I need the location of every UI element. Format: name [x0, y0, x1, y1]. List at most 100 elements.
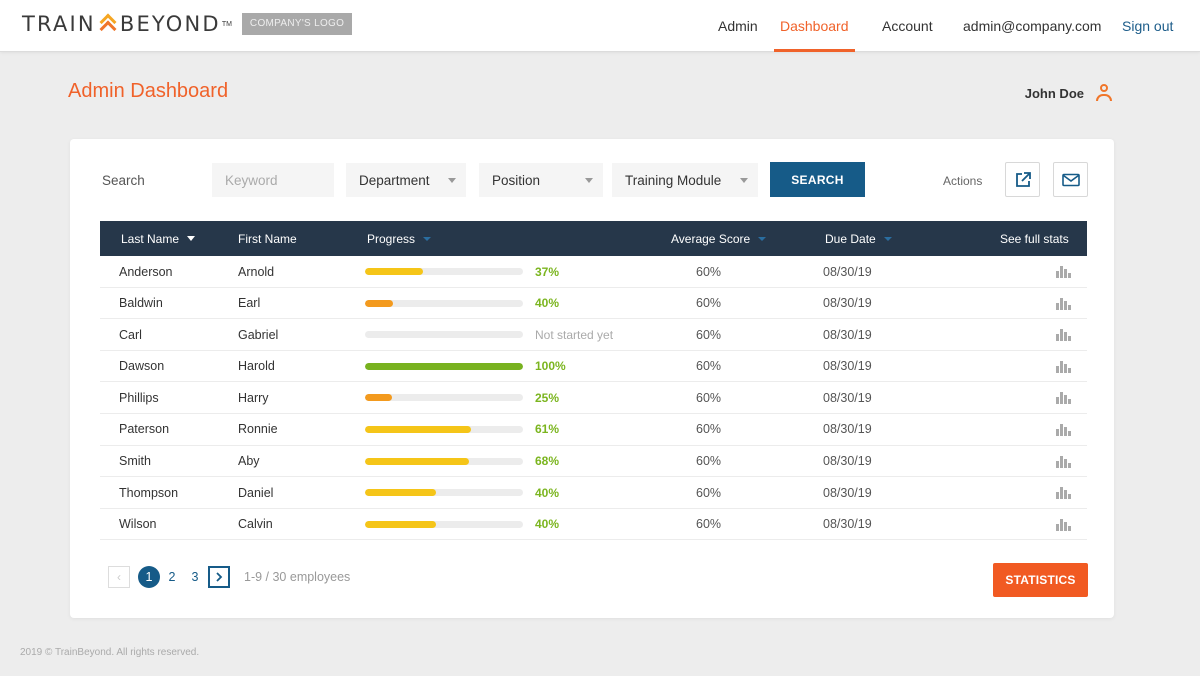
- user-icon: [1096, 84, 1112, 102]
- progress-bar: [365, 268, 523, 275]
- brand-name-left: TRAIN: [22, 12, 96, 36]
- bar-chart-icon[interactable]: [1056, 360, 1071, 373]
- table-row[interactable]: Wilson Calvin 40% 60% 08/30/19: [100, 509, 1087, 541]
- bar-chart-icon[interactable]: [1056, 297, 1071, 310]
- search-label: Search: [102, 173, 145, 188]
- cell-average-score: 60%: [696, 359, 722, 374]
- brand[interactable]: TRAIN BEYOND TM COMPANY'S LOGO: [22, 12, 353, 38]
- table-row[interactable]: Phillips Harry 25% 60% 08/30/19: [100, 382, 1087, 414]
- export-button[interactable]: [1005, 162, 1040, 197]
- cell-due-date: 08/30/19: [823, 264, 872, 279]
- nav-sign-out[interactable]: Sign out: [1122, 18, 1174, 34]
- table-row[interactable]: Anderson Arnold 37% 60% 08/30/19: [100, 256, 1087, 288]
- progress-bar-fill: [365, 425, 471, 433]
- page-2-button[interactable]: 2: [168, 570, 176, 584]
- training-module-select[interactable]: Training Module: [612, 163, 758, 197]
- cell-first-name: Gabriel: [238, 327, 279, 342]
- column-progress[interactable]: Progress: [367, 221, 432, 256]
- bar-chart-icon[interactable]: [1056, 518, 1071, 531]
- nav-user-email[interactable]: admin@company.com: [963, 18, 1102, 34]
- cell-average-score: 60%: [696, 454, 722, 469]
- bar-chart-icon[interactable]: [1056, 266, 1071, 278]
- sort-icon: [883, 236, 892, 241]
- next-page-button[interactable]: [208, 566, 230, 588]
- search-button[interactable]: SEARCH: [770, 162, 865, 197]
- table-row[interactable]: Thompson Daniel 40% 60% 08/30/19: [100, 477, 1087, 509]
- email-button[interactable]: [1053, 162, 1088, 197]
- cell-due-date: 08/30/19: [823, 485, 872, 500]
- progress-label: 25%: [535, 390, 560, 405]
- cell-average-score: 60%: [696, 327, 722, 342]
- cell-due-date: 08/30/19: [823, 422, 872, 437]
- column-first-name[interactable]: First Name: [238, 221, 297, 256]
- cell-average-score: 60%: [696, 264, 722, 279]
- position-select-value: Position: [492, 172, 541, 188]
- nav-admin[interactable]: Admin: [718, 18, 758, 34]
- chevron-right-icon: [216, 572, 223, 582]
- column-last-name[interactable]: Last Name: [121, 221, 196, 256]
- nav-account[interactable]: Account: [882, 18, 933, 34]
- progress-bar-fill: [365, 394, 392, 402]
- bar-chart-icon[interactable]: [1056, 329, 1071, 342]
- progress-bar-fill: [365, 489, 437, 497]
- filter-bar: Search Department Position Training Modu…: [70, 161, 1114, 199]
- page-1-button[interactable]: 1: [138, 566, 160, 588]
- column-average-score[interactable]: Average Score: [671, 221, 767, 256]
- progress-label: 40%: [535, 296, 560, 311]
- table-header: Last Name First Name Progress Average Sc…: [100, 221, 1087, 256]
- department-select[interactable]: Department: [346, 163, 466, 197]
- column-first-name-label: First Name: [238, 231, 297, 246]
- employee-count: 1-9 / 30 employees: [244, 570, 351, 584]
- table-row[interactable]: Smith Aby 68% 60% 08/30/19: [100, 446, 1087, 478]
- bar-chart-icon[interactable]: [1056, 455, 1071, 468]
- sort-icon: [758, 236, 767, 241]
- progress-bar-fill: [365, 268, 424, 275]
- bar-chart-icon[interactable]: [1056, 423, 1071, 436]
- cell-due-date: 08/30/19: [823, 296, 872, 311]
- column-last-name-label: Last Name: [121, 231, 180, 246]
- column-see-full-stats-label: See full stats: [1000, 231, 1069, 246]
- table-row[interactable]: Dawson Harold 100% 60% 08/30/19: [100, 351, 1087, 383]
- table-row[interactable]: Carl Gabriel Not started yet 60% 08/30/19: [100, 319, 1087, 351]
- cell-first-name: Arnold: [238, 264, 275, 279]
- company-logo-placeholder: COMPANY'S LOGO: [241, 13, 353, 35]
- cell-last-name: Smith: [119, 454, 151, 469]
- sort-icon: [423, 236, 432, 241]
- actions-label: Actions: [943, 174, 983, 188]
- bar-chart-icon[interactable]: [1056, 392, 1071, 405]
- progress-label: 40%: [535, 517, 560, 532]
- progress-bar: [365, 362, 523, 370]
- keyword-input[interactable]: [212, 163, 334, 197]
- top-navigation-bar: TRAIN BEYOND TM COMPANY'S LOGO Admin Das…: [0, 0, 1200, 52]
- progress-bar-fill: [365, 520, 437, 528]
- cell-last-name: Anderson: [119, 264, 173, 279]
- brand-name-right: BEYOND: [119, 12, 221, 36]
- nav-dashboard[interactable]: Dashboard: [774, 0, 855, 52]
- cell-first-name: Earl: [238, 296, 261, 311]
- chevron-up-logo-icon: [99, 13, 117, 38]
- cell-last-name: Thompson: [119, 485, 179, 500]
- table-row[interactable]: Baldwin Earl 40% 60% 08/30/19: [100, 288, 1087, 320]
- progress-bar-fill: [365, 457, 470, 465]
- page-3-button[interactable]: 3: [191, 570, 199, 584]
- statistics-button[interactable]: STATISTICS: [993, 563, 1088, 597]
- cell-last-name: Wilson: [119, 517, 157, 532]
- column-due-date-label: Due Date: [825, 231, 876, 246]
- table-row[interactable]: Paterson Ronnie 61% 60% 08/30/19: [100, 414, 1087, 446]
- chevron-down-icon: [448, 178, 456, 183]
- progress-bar: [365, 520, 523, 528]
- employees-table: Last Name First Name Progress Average Sc…: [100, 221, 1087, 541]
- chevron-down-icon: [740, 178, 748, 183]
- previous-page-button[interactable]: ‹: [108, 566, 130, 588]
- user-name: John Doe: [1024, 85, 1084, 101]
- progress-label: 61%: [535, 422, 560, 437]
- cell-average-score: 60%: [696, 390, 722, 405]
- progress-bar: [365, 457, 523, 465]
- position-select[interactable]: Position: [479, 163, 603, 197]
- progress-bar: [365, 299, 523, 307]
- bar-chart-icon[interactable]: [1056, 487, 1071, 500]
- column-due-date[interactable]: Due Date: [825, 221, 892, 256]
- cell-first-name: Aby: [238, 454, 260, 469]
- cell-due-date: 08/30/19: [823, 517, 872, 532]
- user-profile[interactable]: John Doe: [1025, 84, 1112, 102]
